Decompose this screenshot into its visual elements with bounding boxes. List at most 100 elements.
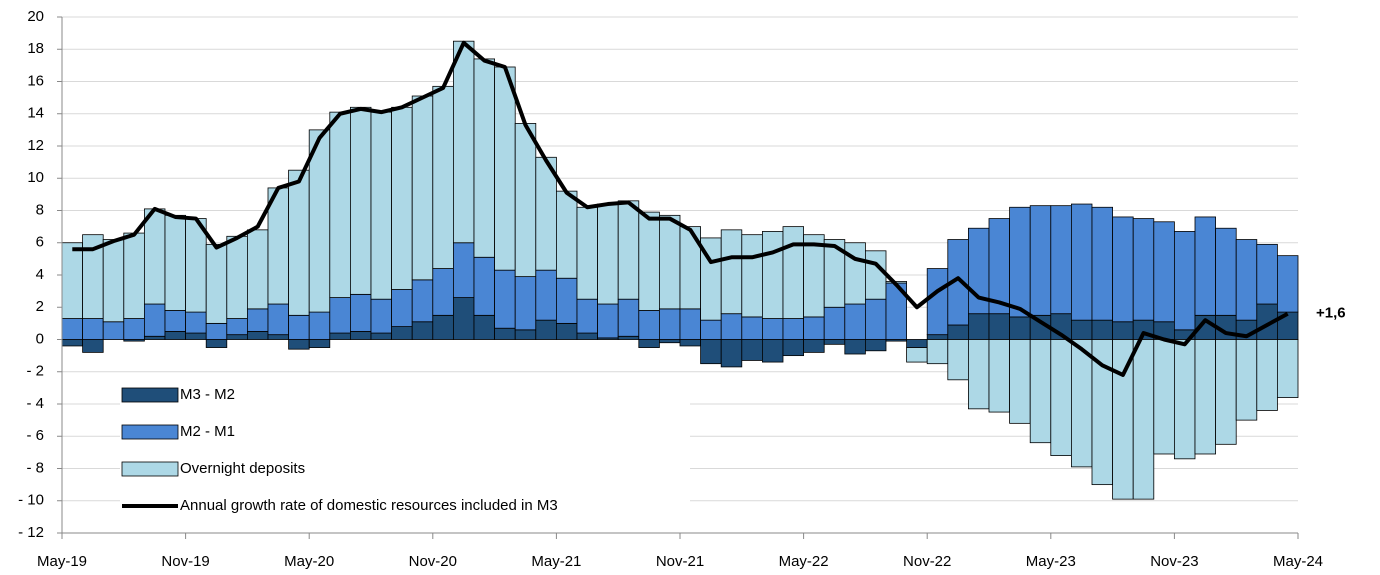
bar: [514, 329, 537, 340]
bar: [349, 331, 372, 340]
bar: [1009, 316, 1031, 340]
bar: [1256, 339, 1278, 411]
bar: [246, 229, 269, 310]
bar: [865, 250, 887, 300]
bar: [741, 234, 763, 318]
bar: [576, 206, 599, 300]
bar: [679, 339, 702, 347]
bar: [349, 106, 372, 295]
bar: [720, 339, 743, 368]
bar: [741, 339, 763, 361]
bar: [720, 229, 743, 315]
bar: [700, 319, 722, 340]
bar: [82, 318, 104, 340]
bar: [659, 308, 681, 340]
bar: [659, 214, 681, 310]
bar: [926, 339, 949, 365]
bar: [844, 339, 866, 355]
bar: [288, 339, 310, 350]
bar: [906, 347, 928, 363]
legend-label: Overnight deposits: [180, 460, 305, 477]
bar: [432, 314, 454, 340]
y-tick-label: - 8: [26, 459, 44, 476]
bar: [246, 308, 269, 332]
bar: [308, 311, 331, 340]
legend-swatch: [121, 387, 179, 403]
bar: [700, 339, 722, 365]
bar: [143, 208, 166, 305]
axis-layer: - 12 - 10 - 8 - 6 - 4 - 2 0 2 4 6 8 10 12 14 16 18 20 May…: [18, 8, 1345, 570]
y-tick-label: 12: [27, 137, 44, 154]
bar: [865, 298, 887, 340]
bar: [205, 243, 228, 324]
bar: [473, 314, 496, 340]
bar: [288, 169, 310, 316]
y-tick-label: - 4: [26, 395, 44, 412]
bar: [1194, 339, 1217, 455]
legend-swatch: [121, 424, 179, 440]
bar: [823, 339, 846, 345]
bar: [370, 111, 393, 300]
bar: [226, 235, 248, 319]
y-tick-label: 2: [36, 298, 44, 315]
bar: [205, 322, 228, 340]
legend-label: Annual growth rate of domestic resources…: [180, 497, 558, 514]
bar: [164, 310, 187, 332]
bar: [1112, 321, 1134, 340]
bar: [123, 318, 145, 340]
y-tick-label: 18: [27, 40, 44, 57]
bar: [391, 326, 413, 340]
bar: [947, 324, 969, 340]
y-tick-label: - 12: [18, 524, 44, 541]
bar: [803, 339, 825, 353]
bar: [329, 297, 351, 334]
x-tick-label: May-24: [1273, 553, 1323, 570]
bar: [1091, 206, 1114, 321]
bar: [823, 306, 846, 340]
bar: [452, 242, 475, 298]
bar: [906, 339, 928, 348]
bar: [1132, 218, 1155, 321]
y-tick-label: 14: [27, 105, 44, 122]
x-tick-label: May-21: [531, 553, 581, 570]
bar: [1050, 339, 1072, 456]
bar: [1215, 227, 1237, 316]
bar: [968, 339, 990, 410]
bar: [1029, 339, 1052, 444]
bar: [1071, 319, 1093, 340]
bar: [1235, 339, 1258, 421]
y-tick-label: 8: [36, 201, 44, 218]
x-tick-label: Nov-20: [409, 553, 457, 570]
bar: [556, 190, 578, 279]
bar: [1235, 239, 1258, 321]
bar: [576, 298, 599, 334]
bar: [1050, 205, 1072, 315]
bar: [1132, 339, 1155, 500]
bar: [246, 331, 269, 340]
bar: [617, 298, 640, 337]
bar: [349, 293, 372, 332]
bar: [370, 298, 393, 334]
bar: [329, 111, 351, 298]
bar: [452, 40, 475, 244]
legend: M3 - M2 M2 - M1 Overnight deposits Annual g…: [120, 380, 690, 528]
bar: [1174, 339, 1196, 460]
bar: [988, 339, 1011, 413]
bar: [1009, 206, 1031, 318]
annotation: +1,6: [1316, 305, 1346, 322]
bar: [1009, 339, 1031, 424]
x-tick-label: Nov-21: [656, 553, 704, 570]
bar: [308, 339, 331, 348]
bar: [514, 276, 537, 331]
line: [72, 40, 1289, 377]
bar: [1153, 339, 1175, 455]
bar: [205, 339, 228, 348]
bar: [679, 308, 702, 340]
bar: [432, 85, 454, 269]
bar: [143, 335, 166, 340]
bar: [494, 269, 516, 329]
bar: [1194, 216, 1217, 316]
bar: [391, 106, 413, 290]
bar: [411, 321, 434, 340]
